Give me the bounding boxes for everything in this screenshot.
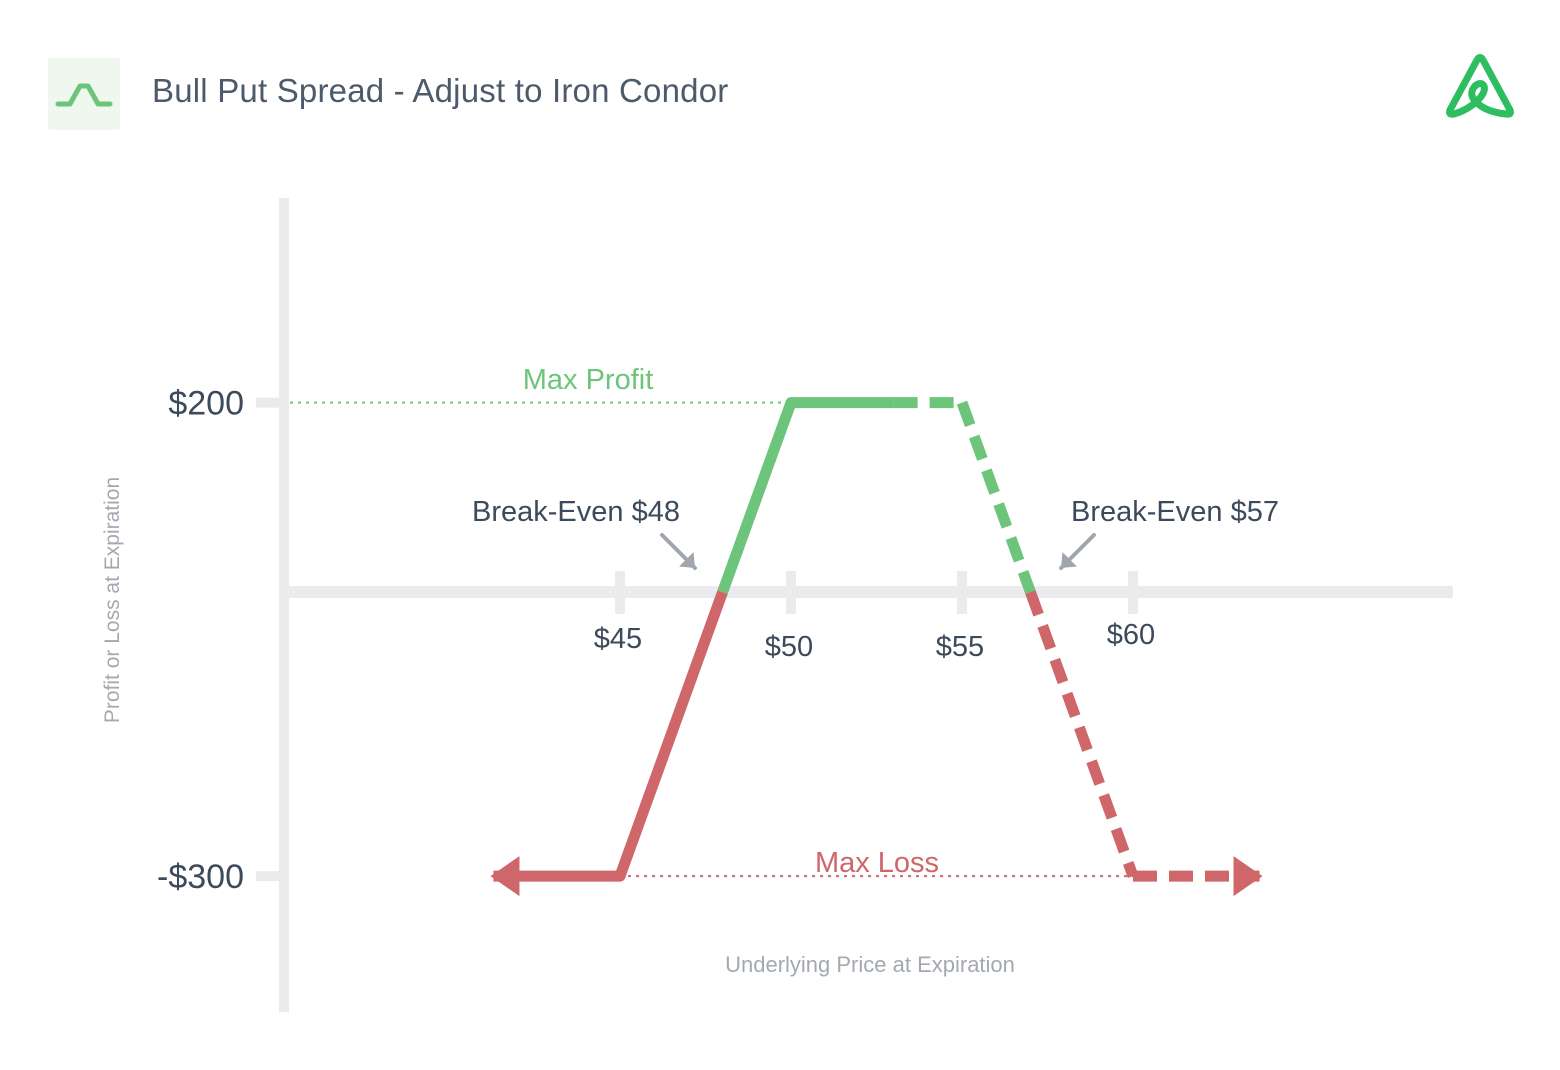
arrow-head [679, 552, 695, 568]
brand-logo-icon [1446, 54, 1514, 118]
payoff-segment [1025, 590, 1139, 878]
x-tick-label: $55 [936, 631, 984, 663]
payoff-segment [956, 400, 1036, 594]
payoff-segment [614, 590, 728, 878]
payoff-segment [717, 400, 797, 594]
break-even-high-label: Break-Even $57 [1071, 496, 1279, 528]
arrow-head [1061, 552, 1077, 568]
x-tick-label: $45 [594, 623, 642, 655]
loss-right-arrowhead-icon [1233, 856, 1263, 897]
page-title: Bull Put Spread - Adjust to Iron Condor [152, 72, 729, 109]
x-tick-label: $50 [765, 631, 813, 663]
payoff-joint [614, 870, 626, 882]
break-even-low-label: Break-Even $48 [472, 496, 680, 528]
y-tick-label: $200 [168, 385, 244, 423]
break-even-high-arrow-icon [1059, 533, 1096, 570]
y-axis-title: Profit or Loss at Expiration [101, 477, 124, 723]
header-badge [48, 58, 120, 130]
max-loss-label: Max Loss [815, 847, 939, 879]
loss-left-arrowhead-icon [490, 856, 520, 897]
payoff-curve-icon [55, 83, 113, 107]
y-tick-label: -$300 [157, 858, 244, 896]
x-axis-title: Underlying Price at Expiration [725, 952, 1015, 977]
max-profit-label: Max Profit [523, 364, 654, 396]
payoff-joint [785, 397, 797, 409]
x-tick-label: $60 [1107, 619, 1155, 651]
break-even-low-arrow-icon [660, 533, 697, 570]
